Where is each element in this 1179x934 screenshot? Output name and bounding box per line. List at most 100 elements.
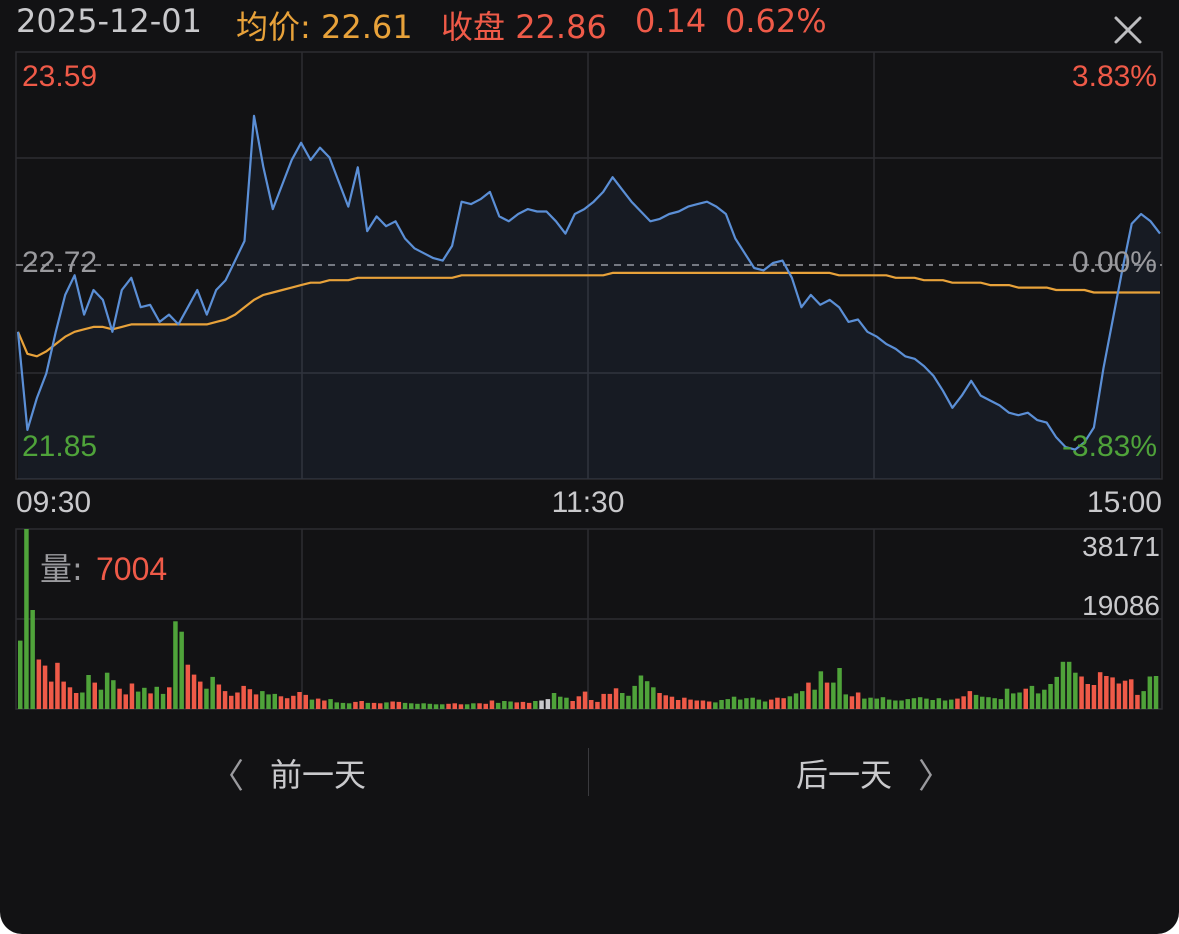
chevron-right-icon: 〉 xyxy=(918,756,953,797)
volume-bar xyxy=(241,685,246,709)
volume-bar xyxy=(880,697,886,709)
volume-bar xyxy=(24,529,29,709)
volume-bar xyxy=(620,693,625,709)
volume-bar xyxy=(1079,676,1084,709)
volume-bar xyxy=(657,693,662,709)
volume-bar xyxy=(222,691,228,709)
volume-bar xyxy=(781,698,786,709)
volume-bar xyxy=(1073,672,1078,709)
volume-bar xyxy=(173,621,178,709)
volume-bar xyxy=(756,699,762,709)
volume-bar xyxy=(167,687,172,709)
volume-bar xyxy=(42,665,48,709)
volume-bar xyxy=(545,699,551,709)
volume-bar xyxy=(849,696,855,709)
volume-bar xyxy=(278,696,284,709)
volume-bar xyxy=(1011,693,1016,709)
volume-bar xyxy=(1129,679,1134,709)
volume-bar xyxy=(402,702,408,709)
volume-bar xyxy=(955,698,960,709)
volume-bar xyxy=(800,691,805,709)
avg-price-label: 均价: xyxy=(236,8,311,46)
volume-bar xyxy=(123,694,128,709)
volume-bar xyxy=(92,682,97,709)
volume-bar xyxy=(787,696,793,709)
volume-bar xyxy=(216,684,222,709)
avg-price-line xyxy=(16,271,1160,358)
chevron-left-icon: 〈 xyxy=(210,756,244,797)
volume-bar xyxy=(688,699,693,709)
volume-bar xyxy=(992,698,997,709)
x-tick-midday: 11:30 xyxy=(552,486,625,519)
volume-bar xyxy=(1035,693,1041,709)
y-tick-base: 22.72 xyxy=(22,246,97,279)
volume-bar xyxy=(111,680,116,709)
volume-bar xyxy=(315,698,321,709)
next-day-button[interactable]: 后一天 〉 xyxy=(796,748,952,798)
volume-bar xyxy=(458,704,464,709)
volume-bar xyxy=(831,682,836,709)
volume-bar xyxy=(1135,694,1140,709)
volume-bar xyxy=(1104,676,1109,709)
volume-bar xyxy=(198,681,203,709)
nav-divider xyxy=(588,748,589,796)
volume-bar xyxy=(967,691,973,709)
volume-bar xyxy=(415,703,420,709)
close-button[interactable] xyxy=(1106,8,1150,52)
volume-bar xyxy=(899,700,904,709)
close-icon xyxy=(1114,16,1142,44)
volume-bar xyxy=(669,696,675,709)
volume-bar xyxy=(917,697,923,709)
volume-bar xyxy=(886,699,892,709)
y-tick-low: 21.85 xyxy=(22,430,97,463)
volume-bar xyxy=(750,697,755,709)
volume-bar xyxy=(55,662,60,709)
volume-bar xyxy=(30,610,35,709)
volume-bar xyxy=(154,686,159,709)
volume-bar xyxy=(682,697,687,709)
avg-price-value: 22.61 xyxy=(320,8,413,46)
volume-bar xyxy=(607,693,613,709)
volume-bar xyxy=(1085,684,1090,709)
volume-bar xyxy=(440,704,445,709)
volume-bar xyxy=(632,685,637,709)
volume-bar xyxy=(613,688,619,709)
volume-bar xyxy=(769,699,774,709)
volume-bar xyxy=(520,701,526,709)
volume-bar xyxy=(98,689,104,709)
volume-bar xyxy=(719,700,724,709)
x-tick-close: 15:00 xyxy=(1087,486,1162,519)
volume-bar xyxy=(564,697,569,709)
volume-bar xyxy=(433,704,439,709)
volume-bar xyxy=(104,672,110,709)
volume-bar xyxy=(253,694,259,709)
next-day-label: 后一天 xyxy=(796,756,893,794)
volume-bar xyxy=(427,703,433,709)
volume-bar xyxy=(18,640,23,709)
close-price-label: 收盘 xyxy=(441,8,506,46)
intraday-chart: 23.59 22.72 21.85 3.83% 0.00% -3.83% 09:… xyxy=(15,51,1163,710)
volume-bar xyxy=(483,703,488,709)
volume-bar xyxy=(334,702,339,709)
prev-day-button[interactable]: 〈 前一天 xyxy=(210,748,366,798)
y-tick-high-pct: 3.83% xyxy=(1072,60,1157,93)
volume-bar xyxy=(551,693,557,709)
volume-bar xyxy=(160,693,166,709)
price-series xyxy=(16,114,1161,480)
volume-bar xyxy=(675,700,681,709)
volume-bar xyxy=(812,689,817,709)
x-tick-open: 09:30 xyxy=(16,486,91,519)
volume-bar xyxy=(1091,685,1097,709)
volume-bar xyxy=(235,692,240,709)
volume-bar xyxy=(1110,677,1115,709)
volume-bar xyxy=(1029,685,1035,709)
volume-bar xyxy=(284,698,290,709)
volume-bar xyxy=(328,699,333,709)
volume-bar xyxy=(365,702,371,709)
price-area xyxy=(18,115,1160,480)
volume-bar xyxy=(229,695,234,709)
volume-bar xyxy=(80,692,85,709)
volume-bar xyxy=(297,692,302,709)
volume-bar xyxy=(843,694,848,709)
